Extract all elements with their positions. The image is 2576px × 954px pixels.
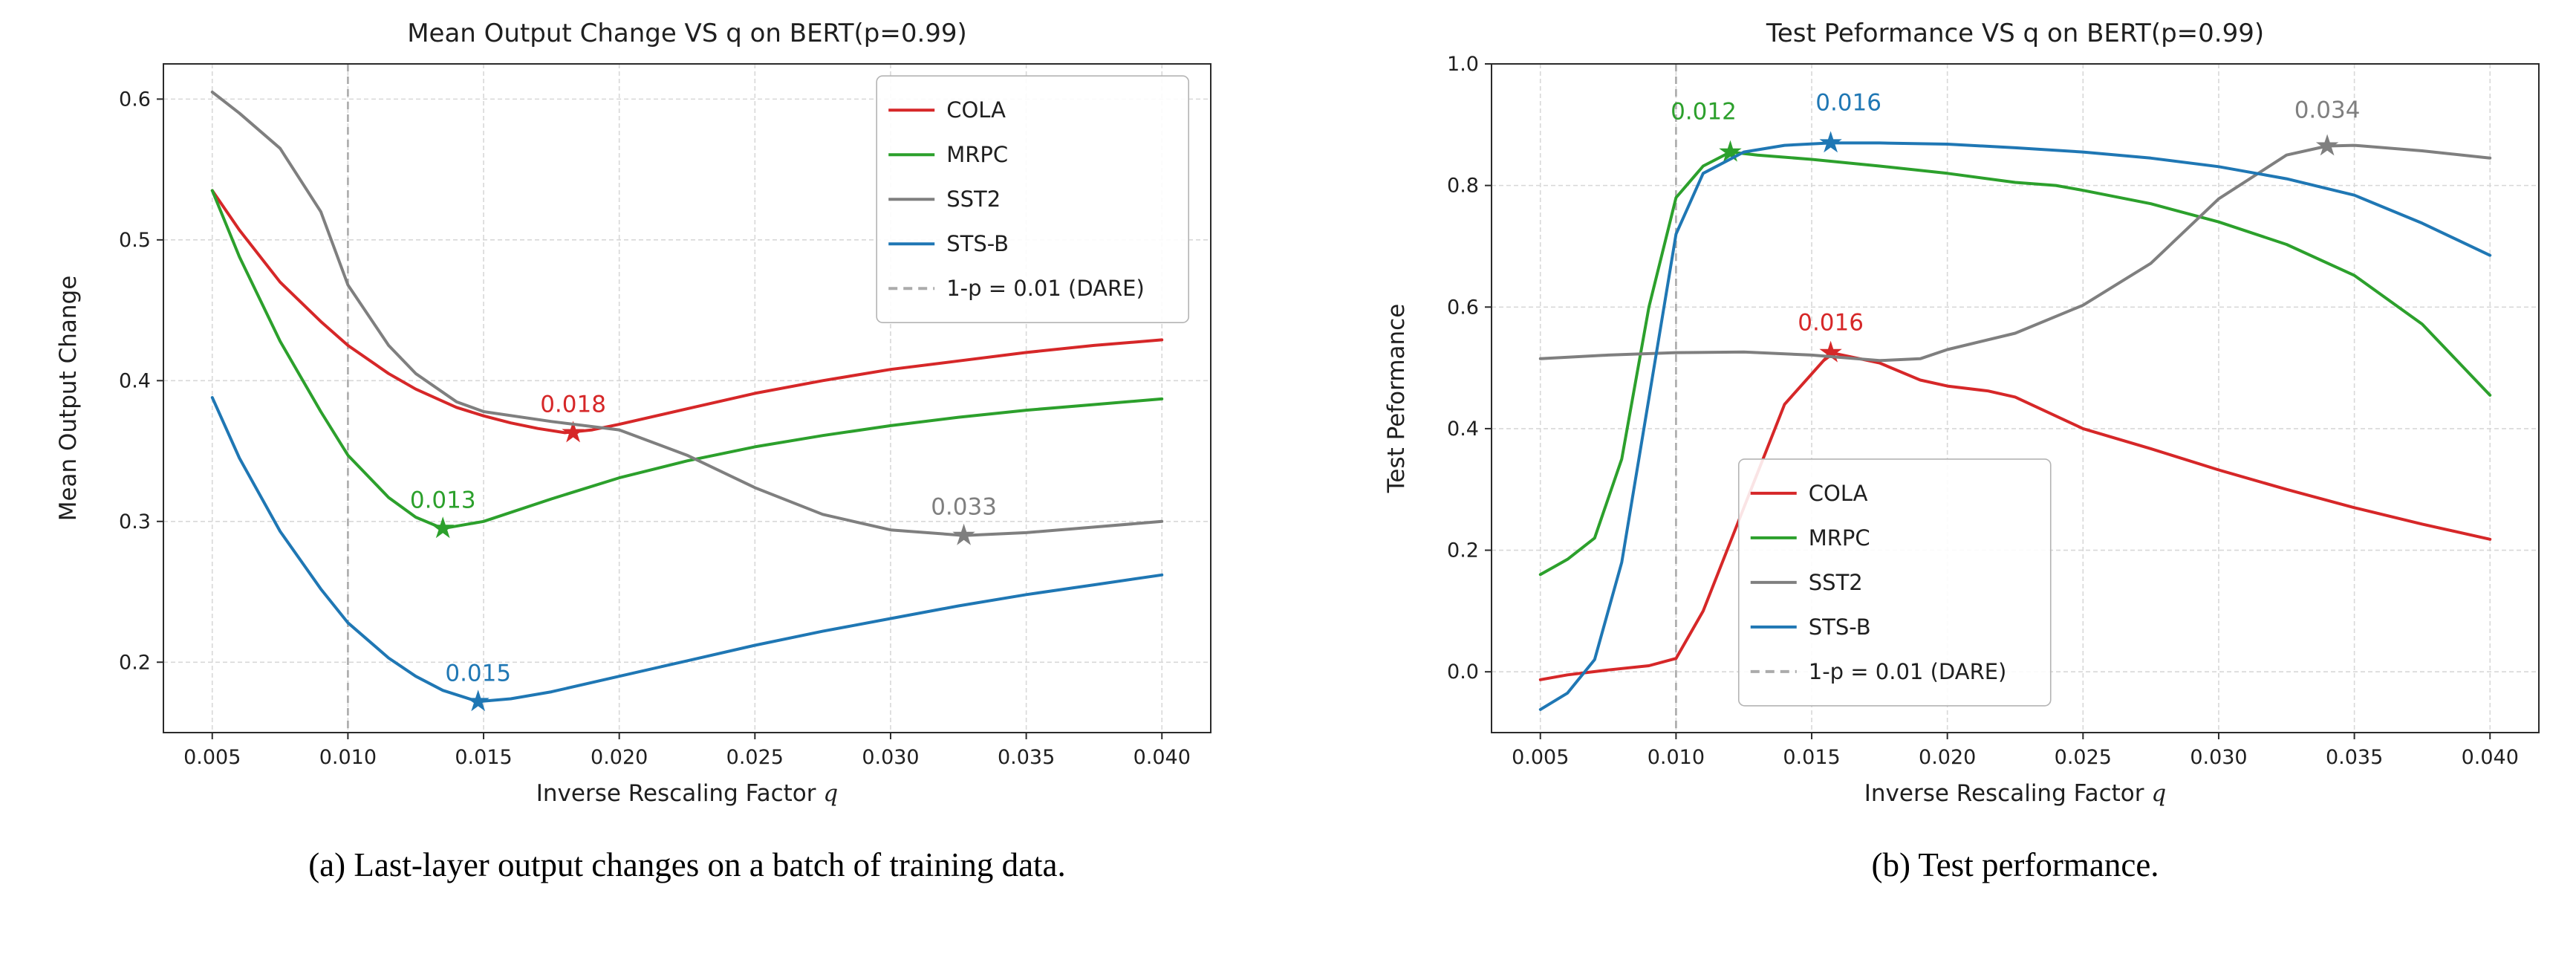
x-tick-label: 0.040 — [2462, 746, 2519, 769]
series-line — [1538, 351, 2492, 681]
x-tick-label: 0.010 — [319, 746, 377, 769]
series-COLA: 0.016 — [1538, 310, 2492, 681]
series-SST2: 0.033 — [210, 90, 1164, 545]
x-tick-label: 0.040 — [1133, 746, 1191, 769]
chart-title: Test Peformance VS q on BERT(p=0.99) — [1766, 19, 2264, 48]
series-STS-B: 0.015 — [210, 396, 1164, 712]
x-tick-label: 0.010 — [1648, 746, 1705, 769]
series-MRPC: 0.012 — [1538, 99, 2492, 577]
tick-marks — [157, 98, 1163, 739]
x-tick-label: 0.015 — [455, 746, 512, 769]
legend-label: SST2 — [946, 186, 1001, 212]
x-tick-label: 0.025 — [726, 746, 784, 769]
x-tick-label: 0.025 — [2055, 746, 2112, 769]
y-tick-label: 0.4 — [119, 369, 151, 392]
tick-labels: 0.005 0.010 0.015 0.020 0.025 0.030 0.035 0.040… — [1447, 53, 2519, 769]
optimal-star-marker — [952, 523, 975, 545]
x-tick-label: 0.015 — [1783, 746, 1840, 769]
tick-marks — [1485, 63, 2491, 739]
legend: COLA MRPC SST2 STS-B 1-p = 0.01 (DARE) — [1737, 458, 2052, 707]
optimal-value-annotation: 0.015 — [445, 660, 511, 687]
series-MRPC: 0.013 — [210, 189, 1164, 539]
optimal-star-marker — [562, 421, 585, 443]
legend-label: STS-B — [946, 231, 1009, 256]
series-line — [210, 189, 1164, 530]
series-line — [1538, 150, 2492, 577]
optimal-star-marker — [1719, 140, 1742, 162]
optimal-value-annotation: 0.013 — [410, 487, 476, 513]
optimal-star-marker — [1819, 131, 1842, 153]
x-tick-label: 0.030 — [862, 746, 919, 769]
optimal-value-annotation: 0.012 — [1671, 99, 1737, 126]
legend-label: 1-p = 0.01 (DARE) — [946, 276, 1145, 301]
y-tick-label: 1.0 — [1447, 53, 1479, 76]
legend-label: COLA — [1809, 481, 1868, 506]
legend-label: MRPC — [1809, 525, 1870, 551]
series-line — [1538, 143, 2492, 363]
chart-b-figure: 0.016 0.012 0.034 0.016 0.005 0.010 0.015 0.020… — [1358, 4, 2576, 884]
optimal-value-annotation: 0.016 — [1798, 310, 1864, 337]
y-tick-label: 0.2 — [119, 651, 151, 674]
optimal-value-annotation: 0.033 — [931, 494, 997, 521]
chart-a-canvas: 0.018 0.013 0.033 0.015 0.005 0.010 0.015 0.020… — [55, 19, 1211, 807]
y-tick-label: 0.8 — [1447, 175, 1479, 198]
y-tick-label: 0.6 — [1447, 296, 1479, 319]
legend-label: MRPC — [946, 142, 1008, 167]
legend-label: STS-B — [1809, 614, 1871, 640]
series-line — [210, 189, 1164, 435]
chart-a-figure: 0.018 0.013 0.033 0.015 0.005 0.010 0.015 0.020… — [30, 4, 1248, 884]
legend-frame — [1737, 458, 2052, 707]
x-tick-label: 0.030 — [2190, 746, 2247, 769]
plot-frame — [163, 63, 1211, 733]
y-tick-label: 0.0 — [1447, 661, 1479, 684]
series-STS-B: 0.016 — [1538, 89, 2492, 711]
y-tick-label: 0.4 — [1447, 418, 1479, 441]
legend-label: 1-p = 0.01 (DARE) — [1809, 659, 2007, 684]
x-tick-label: 0.005 — [1512, 746, 1569, 769]
x-tick-label: 0.020 — [591, 746, 648, 769]
chart-b-canvas: 0.016 0.012 0.034 0.016 0.005 0.010 0.015 0.020… — [1383, 19, 2540, 807]
optimal-star-marker — [2315, 134, 2339, 156]
x-tick-label: 0.020 — [1919, 746, 1976, 769]
optimal-value-annotation: 0.034 — [2294, 97, 2361, 123]
legend: COLA MRPC SST2 STS-B 1-p = 0.01 (DARE) — [876, 75, 1190, 323]
tick-labels: 0.005 0.010 0.015 0.020 0.025 0.030 0.035 0.040… — [119, 88, 1191, 769]
optimal-star-marker — [1819, 340, 1842, 363]
series-line — [1538, 141, 2492, 711]
y-axis-label: Mean Output Change — [55, 276, 82, 522]
y-axis-label: Test Peformance — [1383, 304, 1410, 494]
optimal-value-annotation: 0.016 — [1815, 89, 1881, 116]
series-COLA: 0.018 — [210, 189, 1164, 443]
legend-frame — [876, 75, 1190, 323]
y-tick-label: 0.6 — [119, 88, 151, 111]
caption-b: (b) Test performance. — [1871, 846, 2159, 883]
chart-title: Mean Output Change VS q on BERT(p=0.99) — [407, 19, 967, 48]
series-line — [210, 396, 1164, 704]
plot-frame — [1491, 63, 2540, 733]
legend-label: COLA — [946, 97, 1006, 123]
x-axis-label: Inverse Rescaling Factor q — [1864, 780, 2166, 807]
y-tick-label: 0.3 — [119, 510, 151, 533]
optimal-star-marker — [432, 516, 455, 539]
optimal-star-marker — [466, 689, 489, 712]
y-tick-label: 0.5 — [119, 229, 151, 252]
caption-a: (a) Last-layer output changes on a batch… — [308, 846, 1066, 883]
x-tick-label: 0.005 — [183, 746, 241, 769]
optimal-value-annotation: 0.018 — [540, 391, 606, 418]
y-tick-label: 0.2 — [1447, 539, 1479, 562]
series-SST2: 0.034 — [1538, 97, 2492, 363]
legend-label: SST2 — [1809, 570, 1863, 595]
x-tick-label: 0.035 — [2326, 746, 2383, 769]
x-axis-label: Inverse Rescaling Factor q — [536, 780, 838, 807]
x-tick-label: 0.035 — [998, 746, 1055, 769]
